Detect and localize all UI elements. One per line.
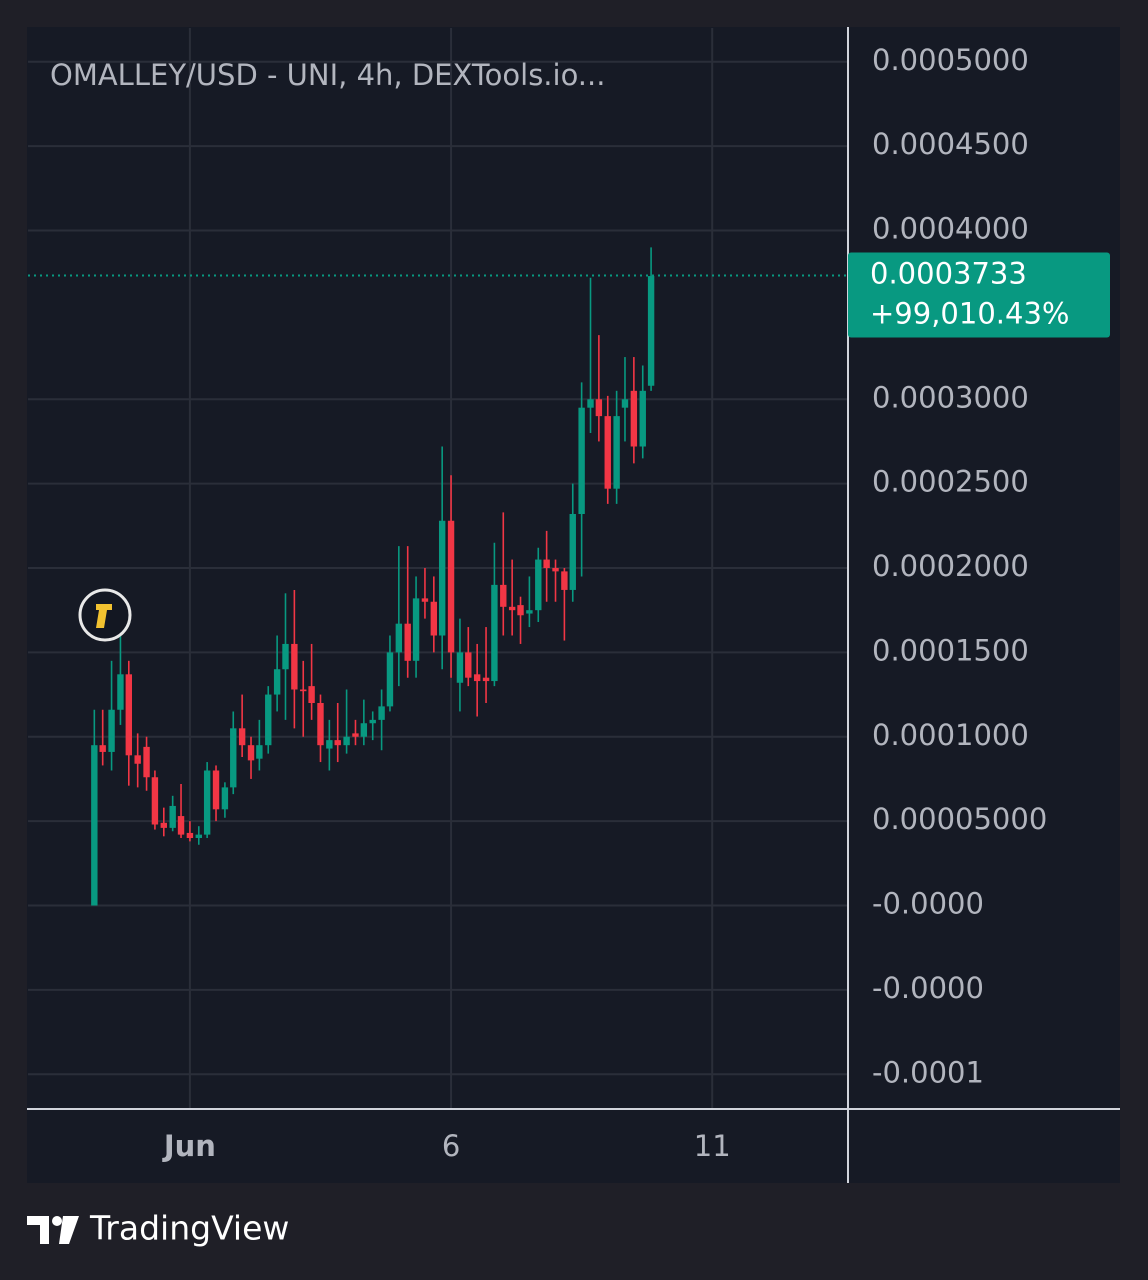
candle-body	[404, 623, 411, 661]
y-tick-label: -0.0000	[872, 887, 984, 921]
candle-body	[134, 755, 141, 764]
candle-body	[613, 416, 620, 489]
y-tick-label: 0.0002000	[872, 549, 1029, 583]
candle-body	[108, 709, 115, 752]
y-tick-label: 0.0005000	[872, 43, 1029, 77]
candle-body	[578, 407, 585, 514]
candle-body	[282, 643, 289, 670]
candle-body	[352, 733, 359, 737]
candle-body	[421, 598, 429, 602]
candle-body	[604, 416, 611, 489]
candle-body	[195, 834, 202, 838]
y-tick-label: -0.0001	[872, 1055, 984, 1089]
candle-body	[465, 652, 472, 678]
last-price-tag	[848, 252, 1110, 338]
candle-body	[517, 605, 524, 616]
candle-body	[343, 736, 350, 746]
candle-body	[143, 746, 150, 778]
candle-body	[308, 686, 315, 703]
y-tick-label: 0.0003000	[872, 380, 1029, 414]
candle-body	[621, 399, 629, 408]
candle-body	[412, 598, 420, 661]
chart-title: OMALLEY/USD - UNI, 4h, DEXTools.io...	[50, 58, 605, 92]
candle-body	[273, 669, 281, 695]
candle-body	[395, 623, 403, 653]
candle-body	[482, 677, 490, 682]
candle-body	[265, 694, 272, 746]
candle-body	[569, 514, 576, 590]
candle-body	[300, 689, 307, 692]
candle-body	[561, 571, 568, 590]
last-price-label: 0.0003733	[870, 257, 1027, 291]
candle-body	[491, 584, 498, 682]
candle-body	[360, 723, 368, 737]
candle-body	[186, 832, 194, 838]
candle-body	[552, 568, 559, 572]
last-change-label: +99,010.43%	[870, 297, 1069, 331]
candle-body	[430, 601, 438, 636]
candle-body	[369, 719, 376, 724]
tradingview-logo	[27, 1216, 79, 1244]
candle-body	[326, 740, 333, 749]
candle-body	[160, 822, 167, 828]
candle-body	[230, 728, 237, 788]
event-marker	[78, 588, 132, 642]
y-tick-label: 0.0001500	[872, 633, 1029, 667]
x-tick-label: 6	[442, 1129, 460, 1163]
candle-body	[256, 745, 263, 759]
candle-body	[639, 390, 646, 447]
candle-body	[125, 674, 133, 756]
candle-body	[595, 399, 603, 417]
y-tick-label: 0.0004000	[872, 212, 1029, 246]
candle-body	[169, 805, 176, 828]
candle-body	[456, 652, 464, 683]
brand-name: TradingView	[89, 1209, 289, 1248]
candle-body	[587, 399, 594, 408]
candle-body	[117, 674, 124, 710]
y-tick-label: 0.0002500	[872, 465, 1029, 499]
candle-body	[203, 770, 211, 835]
candle-body	[212, 770, 220, 810]
y-tick-label: -0.0000	[872, 971, 984, 1005]
candle-body	[508, 606, 516, 611]
candle-body	[500, 584, 507, 607]
candle-body	[526, 610, 533, 614]
candle-body	[647, 276, 655, 386]
y-tick-label: 0.0004500	[872, 127, 1029, 161]
candle-body	[238, 728, 246, 746]
candle-body	[177, 816, 185, 835]
x-tick-label: 11	[694, 1129, 731, 1163]
y-tick-label: 0.00005000	[872, 802, 1047, 836]
chart-panel	[27, 27, 1120, 1183]
candle-body	[99, 745, 106, 752]
candle-body	[378, 706, 385, 720]
candle-body	[473, 674, 481, 682]
candle-body	[543, 559, 550, 568]
candle-body	[317, 703, 324, 746]
candle-body	[291, 643, 298, 690]
y-tick-label: 0.0001000	[872, 718, 1029, 752]
x-tick-label: Jun	[162, 1129, 216, 1163]
candle-body	[630, 390, 638, 447]
candle-body	[386, 652, 394, 707]
candle-body	[535, 559, 542, 611]
candle-body	[247, 745, 255, 761]
candle-body	[334, 740, 341, 746]
candle-body	[447, 520, 455, 653]
candle-body	[221, 787, 229, 810]
candles	[91, 247, 655, 906]
candle-body	[91, 745, 98, 906]
candle-body	[151, 777, 159, 825]
candle-body	[438, 520, 446, 636]
